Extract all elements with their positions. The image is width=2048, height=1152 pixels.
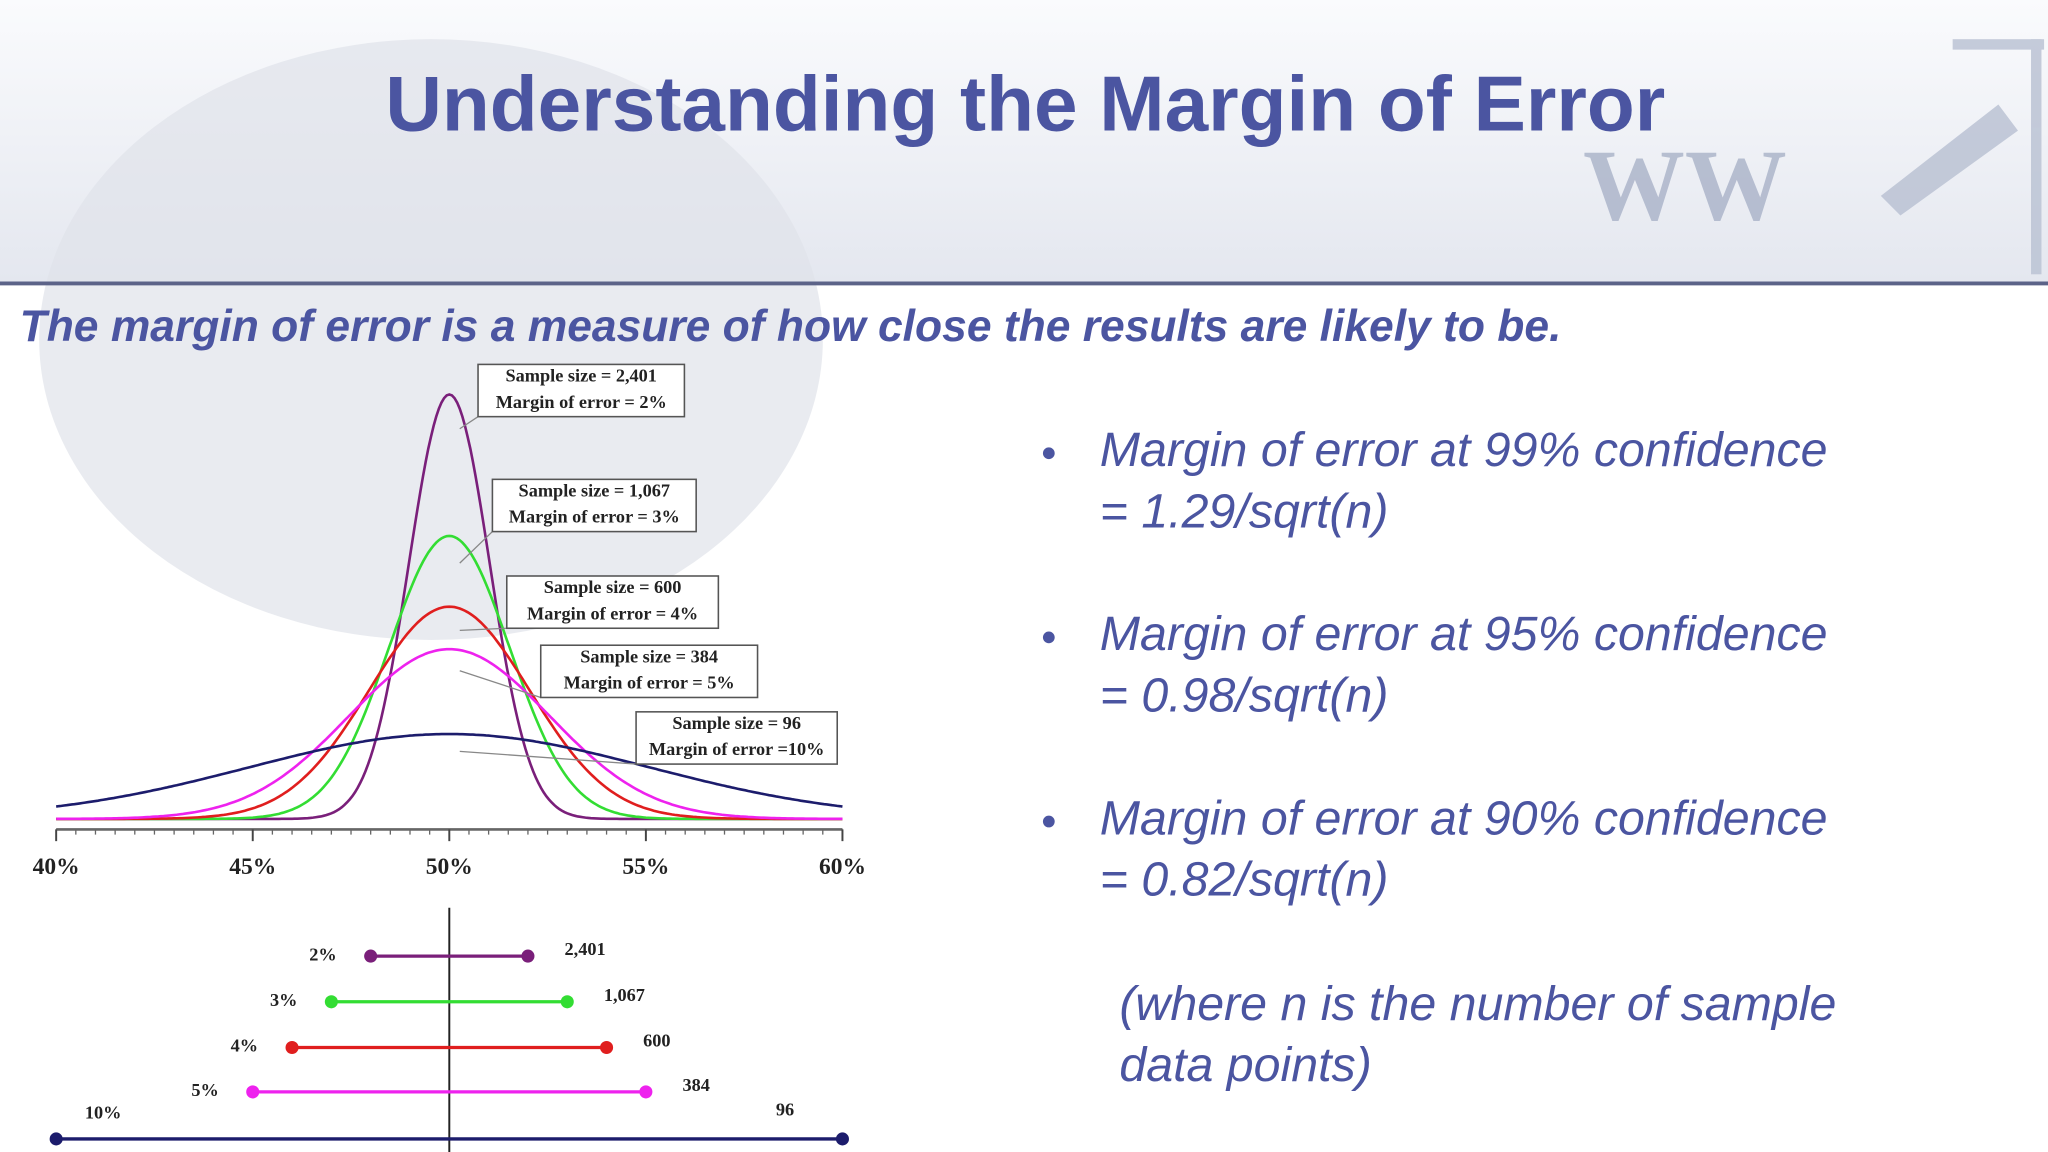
sample-size-label: Sample size = 2,401 xyxy=(505,366,656,386)
bullet-text: Margin of error at 95% confidence xyxy=(1100,607,1828,661)
bullet-formula: = 0.82/sqrt(n) xyxy=(1100,853,1389,907)
label-box xyxy=(635,711,839,765)
note: (where n is the number of sample xyxy=(1119,977,1836,1031)
interval-sample-label: 1,067 xyxy=(604,985,645,1005)
label-box xyxy=(477,363,686,418)
logo-decoration: WW xyxy=(1583,39,2045,275)
interval-sample-label: 384 xyxy=(682,1075,709,1095)
sample-size-label: Sample size = 600 xyxy=(544,577,682,597)
chart: 40% 45% 50% 55% 60% Sample size = 2,401 Margin… xyxy=(33,363,866,1152)
bullet-list: Margin of error at 99% confidence = 1.29/… xyxy=(1042,423,1828,907)
bullet-dot xyxy=(1042,447,1055,460)
interval-end xyxy=(835,1132,849,1146)
x-tick-label: 60% xyxy=(819,854,866,880)
density-curve xyxy=(56,605,843,821)
margin-label: Margin of error = 2% xyxy=(496,392,667,412)
leader-line xyxy=(459,416,479,430)
margin-label: Margin of error = 5% xyxy=(564,673,735,693)
leader-line xyxy=(459,531,493,564)
interval-margin-label: 5% xyxy=(191,1080,218,1100)
interval-end xyxy=(246,1085,260,1099)
svg-text:WW: WW xyxy=(1583,129,1787,242)
leader-line xyxy=(459,750,637,765)
interval-sample-label: 2,401 xyxy=(565,939,606,959)
interval-margin-label: 4% xyxy=(231,1036,258,1056)
label-box xyxy=(491,478,697,533)
bullet-formula: = 1.29/sqrt(n) xyxy=(1100,484,1389,538)
interval-end xyxy=(521,949,535,963)
density-curve xyxy=(55,732,843,808)
interval-end xyxy=(560,995,574,1009)
interval-margin-label: 3% xyxy=(270,990,297,1010)
subtitle: The margin of error is a measure of how … xyxy=(20,302,1562,351)
bullet-formula: = 0.98/sqrt(n) xyxy=(1100,669,1389,723)
x-tick-label: 50% xyxy=(426,854,473,880)
leader-line xyxy=(459,627,507,632)
margin-label: Margin of error =10% xyxy=(649,739,825,759)
bullet-text: Margin of error at 99% confidence xyxy=(1100,423,1828,477)
sample-size-label: Sample size = 384 xyxy=(580,646,718,666)
interval-sample-label: 96 xyxy=(776,1100,794,1120)
bullet-dot xyxy=(1042,631,1055,644)
sample-size-label: Sample size = 96 xyxy=(672,713,801,733)
label-box xyxy=(505,575,720,630)
sample-size-label: Sample size = 1,067 xyxy=(519,481,670,501)
interval-margin-label: 10% xyxy=(85,1102,122,1122)
bullet-text: Margin of error at 90% confidence xyxy=(1100,791,1828,845)
interval-end xyxy=(285,1040,299,1055)
margin-label: Margin of error = 4% xyxy=(527,603,698,623)
bullet-dot xyxy=(1042,815,1055,828)
interval-sample-label: 600 xyxy=(643,1030,670,1050)
x-tick-label: 55% xyxy=(622,854,669,880)
note: data points) xyxy=(1119,1038,1371,1092)
label-box xyxy=(539,644,759,699)
interval-end xyxy=(49,1132,63,1146)
interval-end xyxy=(639,1085,653,1099)
interval-margin-label: 2% xyxy=(309,944,336,964)
x-tick-label: 45% xyxy=(229,854,276,880)
title: Understanding the Margin of Error xyxy=(385,59,1665,147)
interval-end xyxy=(324,995,338,1009)
interval-end xyxy=(364,949,378,963)
margin-label: Margin of error = 3% xyxy=(509,507,680,527)
interval-end xyxy=(600,1040,614,1055)
x-tick-label: 40% xyxy=(33,854,80,880)
density-curve xyxy=(56,647,843,821)
leader-line xyxy=(459,670,541,699)
